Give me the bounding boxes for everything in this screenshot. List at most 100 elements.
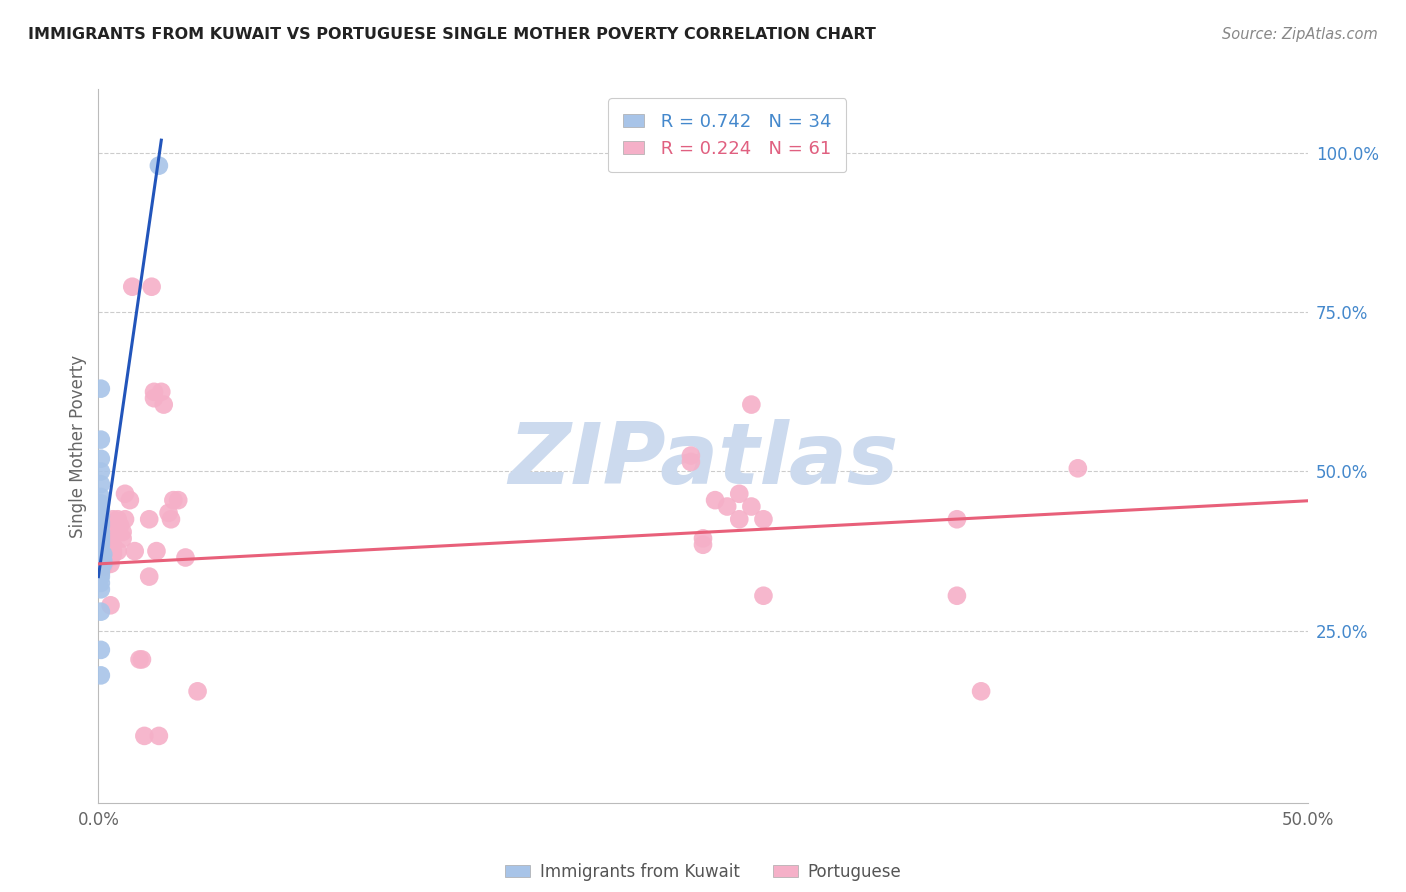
Point — [679, 449, 702, 463]
Point — [100, 550, 122, 565]
Point — [90, 433, 112, 447]
Point — [90, 465, 112, 479]
Point — [90, 509, 112, 524]
Point — [148, 159, 170, 173]
Point — [90, 518, 112, 533]
Point — [728, 487, 751, 501]
Point — [152, 398, 174, 412]
Point — [90, 528, 112, 542]
Point — [90, 605, 112, 619]
Point — [101, 512, 124, 526]
Point — [141, 279, 163, 293]
Point — [90, 502, 112, 516]
Point — [90, 538, 112, 552]
Point — [90, 451, 112, 466]
Point — [91, 560, 114, 574]
Point — [90, 582, 112, 597]
Point — [97, 538, 120, 552]
Point — [91, 550, 114, 565]
Point — [90, 560, 112, 574]
Point — [187, 684, 209, 698]
Point — [752, 589, 775, 603]
Point — [91, 557, 114, 571]
Point — [100, 557, 122, 571]
Point — [716, 500, 738, 514]
Point — [157, 506, 180, 520]
Point — [91, 547, 114, 561]
Point — [148, 729, 170, 743]
Point — [138, 569, 160, 583]
Point — [90, 496, 112, 510]
Y-axis label: Single Mother Poverty: Single Mother Poverty — [69, 354, 87, 538]
Point — [90, 643, 112, 657]
Point — [124, 544, 146, 558]
Point — [100, 599, 122, 613]
Point — [114, 487, 136, 501]
Text: IMMIGRANTS FROM KUWAIT VS PORTUGUESE SINGLE MOTHER POVERTY CORRELATION CHART: IMMIGRANTS FROM KUWAIT VS PORTUGUESE SIN… — [28, 27, 876, 42]
Point — [679, 455, 702, 469]
Point — [704, 493, 727, 508]
Point — [107, 544, 129, 558]
Point — [107, 512, 129, 526]
Point — [90, 566, 112, 581]
Text: Source: ZipAtlas.com: Source: ZipAtlas.com — [1222, 27, 1378, 42]
Legend: Immigrants from Kuwait, Portuguese: Immigrants from Kuwait, Portuguese — [498, 856, 908, 888]
Point — [1309, 461, 1331, 475]
Point — [90, 516, 112, 530]
Point — [145, 544, 167, 558]
Point — [91, 554, 114, 568]
Point — [90, 490, 112, 504]
Point — [134, 729, 156, 743]
Point — [167, 493, 190, 508]
Point — [90, 668, 112, 682]
Point — [100, 544, 122, 558]
Point — [90, 550, 112, 565]
Point — [90, 576, 112, 591]
Point — [160, 512, 183, 526]
Point — [108, 518, 131, 533]
Point — [90, 544, 112, 558]
Point — [740, 500, 762, 514]
Point — [94, 538, 117, 552]
Point — [97, 544, 120, 558]
Point — [143, 391, 166, 405]
Point — [104, 524, 127, 539]
Point — [128, 652, 150, 666]
Point — [692, 532, 714, 546]
Point — [114, 512, 136, 526]
Point — [90, 557, 112, 571]
Point — [101, 538, 124, 552]
Point — [946, 512, 969, 526]
Point — [90, 532, 112, 546]
Point — [970, 684, 993, 698]
Point — [101, 547, 124, 561]
Point — [150, 384, 173, 399]
Point — [174, 550, 197, 565]
Text: ZIPatlas: ZIPatlas — [508, 418, 898, 502]
Point — [752, 512, 775, 526]
Point — [90, 569, 112, 583]
Point — [121, 279, 143, 293]
Point — [90, 477, 112, 491]
Point — [692, 538, 714, 552]
Point — [90, 554, 112, 568]
Point — [143, 384, 166, 399]
Point — [728, 512, 751, 526]
Point — [162, 493, 184, 508]
Point — [94, 524, 117, 539]
Point — [111, 532, 134, 546]
Point — [101, 544, 124, 558]
Point — [118, 493, 141, 508]
Point — [90, 563, 112, 577]
Point — [946, 589, 969, 603]
Point — [91, 538, 114, 552]
Point — [111, 524, 134, 539]
Point — [138, 512, 160, 526]
Point — [90, 547, 112, 561]
Point — [90, 524, 112, 539]
Point — [90, 382, 112, 396]
Point — [90, 534, 112, 549]
Point — [740, 398, 762, 412]
Point — [1067, 461, 1090, 475]
Point — [131, 652, 153, 666]
